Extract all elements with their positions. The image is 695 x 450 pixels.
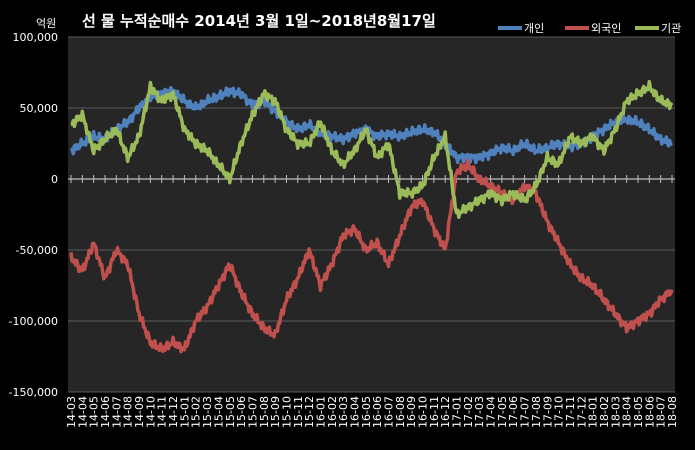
y-tick-label: -150,000 [9, 386, 58, 399]
x-tick-label: 18-01 [587, 396, 600, 428]
x-tick-label: 17-09 [541, 396, 554, 428]
x-tick-label: 17-07 [519, 396, 532, 428]
y-tick-label: 50,000 [20, 102, 59, 115]
x-tick-label: 18-05 [632, 396, 645, 428]
y-tick-label: -50,000 [16, 244, 58, 257]
x-tick-label: 17-11 [564, 396, 577, 428]
x-tick-label: 14-12 [167, 396, 180, 428]
y-axis: 100,000 50,000 0 -50,000 -100,000 -150,000 [9, 31, 58, 399]
x-tick-label: 16-05 [360, 396, 373, 428]
x-tick-label: 14-10 [144, 396, 157, 428]
y-tick-label: 100,000 [13, 31, 59, 44]
legend-label: 외국인 [591, 22, 621, 35]
series-line-2 [69, 159, 674, 354]
y-tick-label: 0 [51, 173, 58, 186]
x-tick-label: 18-07 [655, 396, 668, 428]
x-tick-label: 16-09 [405, 396, 418, 428]
x-tick-label: 16-06 [371, 396, 384, 428]
x-tick-label: 16-08 [394, 396, 407, 428]
x-tick-label: 16-11 [428, 396, 441, 428]
x-tick-label: 18-02 [598, 396, 611, 428]
x-tick-label: 15-05 [224, 396, 237, 428]
x-tick-label: 15-12 [303, 396, 316, 428]
series-line-3 [70, 79, 674, 219]
x-tick-label: 15-03 [201, 396, 214, 428]
x-tick-label: 15-02 [190, 396, 203, 428]
x-tick-label: 15-08 [258, 396, 271, 428]
x-tick-label: 16-07 [383, 396, 396, 428]
x-tick-label: 14-11 [156, 396, 169, 428]
x-tick-label: 14-05 [88, 396, 101, 428]
x-tick-label: 17-06 [507, 396, 520, 428]
x-tick-label: 17-05 [496, 396, 509, 428]
x-tick-label: 16-01 [314, 396, 327, 428]
x-tick-label: 17-12 [575, 396, 588, 428]
x-tick-label: 15-01 [178, 396, 191, 428]
x-tick-label: 16-10 [417, 396, 430, 428]
x-tick-label: 16-12 [439, 396, 452, 428]
x-tick-label: 15-04 [212, 396, 225, 428]
x-tick-label: 15-09 [269, 396, 282, 428]
x-tick-label: 17-08 [530, 396, 543, 428]
x-tick-label: 18-06 [643, 396, 656, 428]
legend-label: 기관 [661, 22, 681, 35]
x-tick-label: 16-03 [337, 396, 350, 428]
x-tick-label: 15-06 [235, 396, 248, 428]
x-tick-label: 14-07 [110, 396, 123, 428]
chart-title: 선 물 누적순매수 2014년 3월 1일~2018년8월17일 [82, 12, 436, 30]
x-tick-label: 18-08 [666, 396, 679, 428]
legend: 개인 외국인 기관 [498, 22, 681, 35]
x-tick-label: 14-08 [122, 396, 135, 428]
x-tick-label: 14-04 [76, 396, 89, 428]
x-tick-label: 14-03 [65, 396, 78, 428]
legend-label: 개인 [524, 22, 544, 35]
x-tick-label: 15-07 [246, 396, 259, 428]
y-tick-label: -100,000 [9, 315, 58, 328]
x-tick-label: 18-04 [621, 396, 634, 428]
series-lines [69, 79, 674, 354]
x-tick-label: 14-06 [99, 396, 112, 428]
x-tick-label: 16-02 [326, 396, 339, 428]
x-tick-label: 17-10 [553, 396, 566, 428]
x-tick-label: 14-09 [133, 396, 146, 428]
x-tick-label: 15-11 [292, 396, 305, 428]
series-line-1 [69, 85, 673, 165]
x-axis: 14-0314-0414-0514-0614-0714-0814-0914-10… [65, 175, 679, 428]
unit-label: 억원 [36, 17, 56, 30]
x-tick-label: 16-04 [348, 396, 361, 428]
x-tick-label: 15-10 [280, 396, 293, 428]
x-tick-label: 17-04 [485, 396, 498, 428]
x-tick-label: 17-03 [473, 396, 486, 428]
x-tick-label: 18-03 [609, 396, 622, 428]
x-tick-label: 17-02 [462, 396, 475, 428]
x-tick-label: 17-01 [451, 396, 464, 428]
